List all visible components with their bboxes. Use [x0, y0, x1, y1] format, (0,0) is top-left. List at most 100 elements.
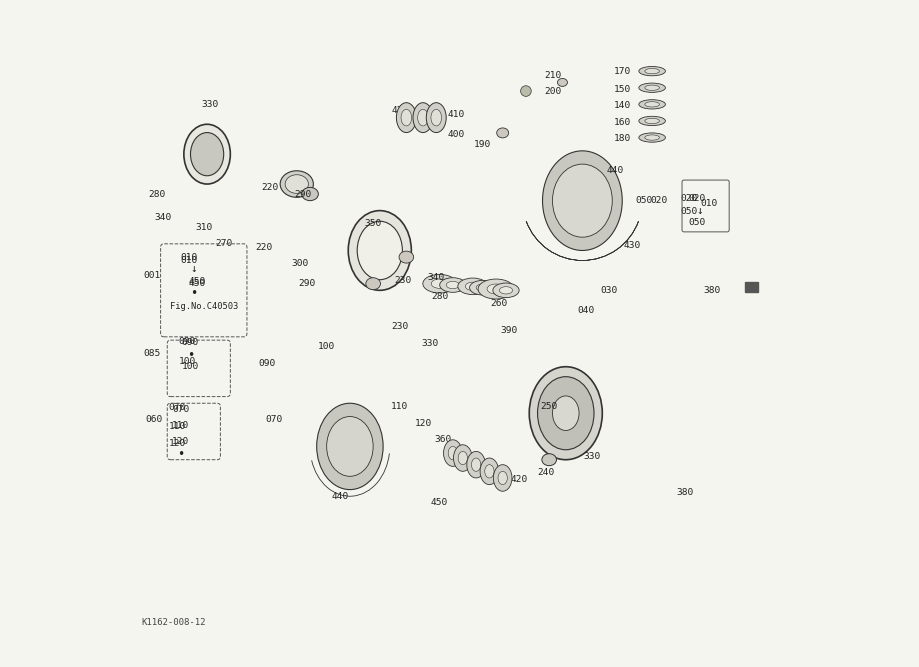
Text: 450: 450 — [431, 498, 448, 508]
Text: 330: 330 — [421, 339, 438, 348]
Text: 100: 100 — [318, 342, 335, 352]
Ellipse shape — [470, 280, 496, 295]
Text: 420: 420 — [391, 107, 408, 115]
Text: 260: 260 — [491, 299, 508, 308]
Ellipse shape — [348, 211, 412, 290]
Ellipse shape — [459, 452, 468, 465]
Text: K1162-008-12: K1162-008-12 — [142, 618, 206, 627]
Ellipse shape — [453, 445, 472, 472]
Text: 010: 010 — [700, 199, 717, 209]
Text: 410: 410 — [448, 110, 465, 119]
Ellipse shape — [639, 133, 665, 142]
Text: 370: 370 — [448, 452, 465, 461]
Ellipse shape — [458, 278, 488, 295]
Ellipse shape — [401, 109, 412, 126]
Text: 300: 300 — [291, 259, 309, 268]
Text: 280: 280 — [431, 292, 448, 301]
Ellipse shape — [639, 67, 665, 76]
Text: 020: 020 — [650, 196, 667, 205]
Text: 160: 160 — [614, 118, 630, 127]
Ellipse shape — [439, 277, 466, 292]
Text: 270: 270 — [215, 239, 233, 248]
Ellipse shape — [280, 171, 313, 197]
Text: 360: 360 — [435, 436, 451, 444]
Ellipse shape — [493, 283, 519, 297]
Text: 290: 290 — [298, 279, 315, 288]
Text: 110: 110 — [172, 421, 189, 430]
Text: 230: 230 — [394, 276, 412, 285]
Text: 040: 040 — [577, 305, 595, 315]
Text: 340: 340 — [427, 273, 445, 281]
Text: 220: 220 — [262, 183, 278, 192]
Text: 180: 180 — [614, 134, 630, 143]
Text: 070: 070 — [168, 404, 186, 412]
Text: 020: 020 — [688, 194, 706, 203]
Ellipse shape — [478, 279, 514, 299]
Ellipse shape — [496, 128, 508, 138]
Text: •: • — [190, 287, 198, 300]
Text: 210: 210 — [544, 71, 562, 80]
Ellipse shape — [645, 135, 660, 140]
Ellipse shape — [645, 85, 660, 91]
Ellipse shape — [471, 458, 481, 472]
Text: 420: 420 — [511, 475, 528, 484]
Text: 190: 190 — [474, 139, 492, 149]
Ellipse shape — [448, 446, 458, 460]
Text: 340: 340 — [154, 213, 171, 221]
Text: 070: 070 — [265, 416, 282, 424]
Text: ↓: ↓ — [190, 264, 197, 274]
Ellipse shape — [498, 472, 507, 485]
Text: 120: 120 — [414, 419, 432, 428]
Text: 070: 070 — [172, 406, 189, 414]
Ellipse shape — [487, 284, 505, 294]
Text: 380: 380 — [676, 488, 694, 498]
Text: 350: 350 — [365, 219, 381, 228]
Ellipse shape — [499, 287, 513, 294]
Text: 110: 110 — [391, 402, 408, 411]
Text: 010: 010 — [180, 253, 198, 261]
Ellipse shape — [476, 284, 489, 291]
Text: 090: 090 — [178, 337, 196, 346]
Ellipse shape — [317, 404, 383, 490]
Ellipse shape — [480, 458, 499, 485]
Ellipse shape — [639, 99, 665, 109]
Ellipse shape — [301, 187, 318, 201]
Text: 310: 310 — [195, 223, 212, 231]
Text: 050: 050 — [680, 207, 698, 217]
Text: 390: 390 — [501, 325, 518, 335]
Ellipse shape — [645, 101, 660, 107]
Text: 200: 200 — [544, 87, 562, 95]
Text: 100: 100 — [178, 357, 196, 366]
Text: 100: 100 — [182, 362, 199, 372]
Text: 001: 001 — [143, 271, 161, 279]
Text: 120: 120 — [168, 439, 186, 448]
Text: 090: 090 — [182, 338, 199, 348]
Text: 290: 290 — [295, 189, 312, 199]
Text: 440: 440 — [607, 166, 624, 175]
Ellipse shape — [538, 377, 594, 450]
Ellipse shape — [396, 103, 416, 133]
Text: 030: 030 — [600, 286, 618, 295]
Text: 110: 110 — [168, 422, 186, 431]
Ellipse shape — [542, 151, 622, 251]
Text: 050: 050 — [688, 218, 706, 227]
Ellipse shape — [645, 69, 660, 74]
Text: 220: 220 — [255, 243, 272, 251]
Ellipse shape — [285, 175, 309, 193]
Ellipse shape — [431, 279, 448, 288]
Text: 250: 250 — [540, 402, 558, 411]
Ellipse shape — [494, 465, 512, 492]
Ellipse shape — [552, 396, 579, 430]
Text: 050: 050 — [636, 196, 652, 205]
Text: •: • — [176, 448, 184, 461]
Ellipse shape — [465, 282, 481, 291]
Ellipse shape — [645, 118, 660, 123]
Text: 330: 330 — [584, 452, 601, 461]
Text: 170: 170 — [614, 67, 630, 75]
Ellipse shape — [399, 251, 414, 263]
Text: 090: 090 — [258, 359, 276, 368]
Polygon shape — [240, 374, 480, 520]
Text: 230: 230 — [391, 322, 408, 331]
Circle shape — [520, 86, 531, 96]
Ellipse shape — [417, 109, 428, 126]
